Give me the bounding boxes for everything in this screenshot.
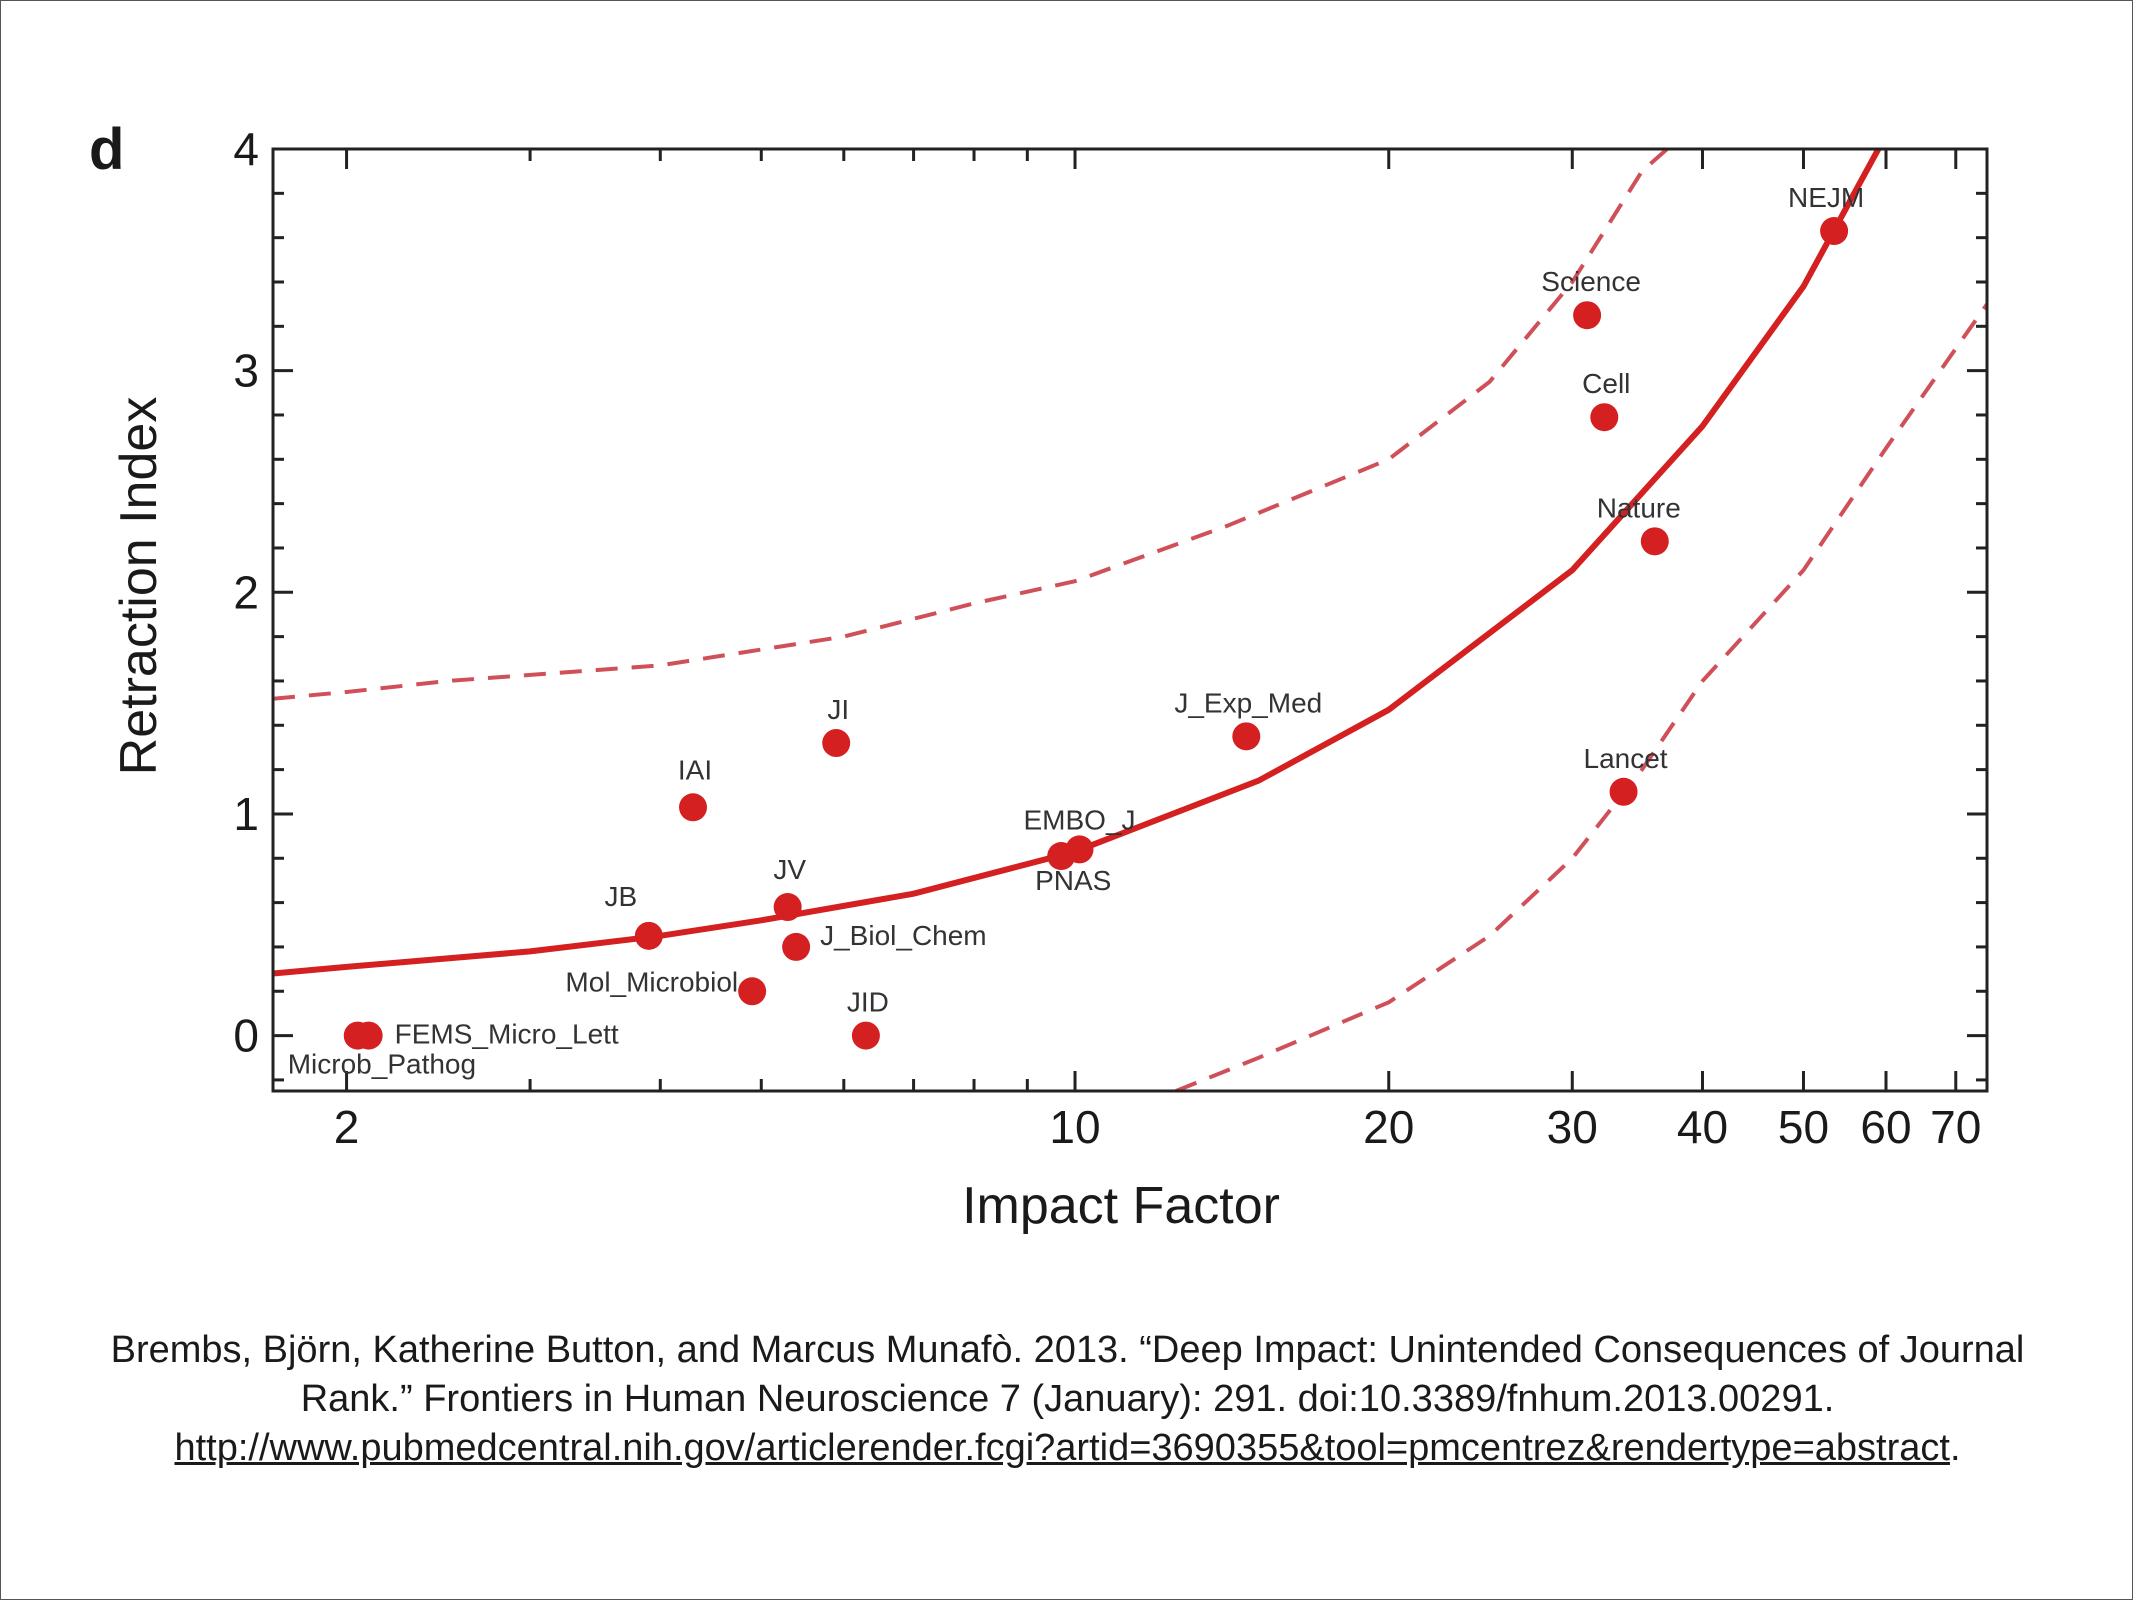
point-embo_j [1065,835,1094,864]
point-iai [679,793,708,822]
data-points [343,217,1849,1050]
citation-link[interactable]: http://www.pubmedcentral.nih.gov/article… [174,1427,1950,1469]
point-jv [773,893,802,922]
plot-frame [271,147,1989,1093]
x-tick-label-30: 30 [1547,1101,1598,1153]
x-tick-label-70: 70 [1930,1101,1981,1153]
point-nature [1640,527,1669,556]
confidence-bands [273,149,1987,1091]
x-tick-label-50: 50 [1778,1101,1829,1153]
y-tick-label-4: 4 [233,123,259,175]
x-tick-label-2: 2 [334,1101,360,1153]
citation-trailing: . [1949,1427,1961,1469]
point-jb [634,921,663,950]
x-tick-label-60: 60 [1860,1101,1911,1153]
point-label-lancet: Lancet [1584,743,1668,774]
x-tick-label-10: 10 [1049,1101,1100,1153]
point-nejm [1820,217,1849,246]
point-label-science: Science [1541,266,1641,297]
point-label-nejm: NEJM [1788,182,1864,213]
y-tick-label-0: 0 [233,1010,259,1062]
point-j_biol_chem [782,932,811,961]
point-lancet [1609,777,1638,806]
point-label-ji: JI [827,694,849,725]
point-label-cell: Cell [1582,368,1630,399]
point-label-pnas: PNAS [1035,865,1111,896]
y-axis-title: Retraction Index [110,397,168,776]
point-label-jv: JV [773,854,806,885]
point-jid [851,1021,880,1050]
x-tick-label-40: 40 [1677,1101,1728,1153]
tick-labels: 2 10 20 30 40 50 60 70 0 1 2 3 4 [233,123,1981,1153]
point-ji [822,729,851,758]
x-axis-title: Impact Factor [962,1177,1280,1235]
point-label-mol_microbiol: Mol_Microbiol [565,966,738,997]
x-tick-label-20: 20 [1363,1101,1414,1153]
lower-confidence-band [1175,303,1987,1091]
point-cell [1590,403,1619,432]
scatter-chart: d 2 10 20 30 40 50 60 70 0 1 2 3 4 Microb_PathogFEMS… [89,117,1989,1235]
axis-ticks [273,147,1987,1091]
point-label-j_biol_chem: J_Biol_Chem [820,920,987,951]
point-j_exp_med [1232,722,1261,751]
point-label-iai: IAI [678,754,712,785]
point-science [1573,301,1602,330]
point-label-microb_pathog: Microb_Pathog [288,1049,476,1080]
point-label-embo_j: EMBO_J [1024,804,1136,835]
upper-confidence-band [273,149,1669,701]
citation-text: Brembs, Björn, Katherine Button, and Mar… [110,1329,2025,1420]
panel-label: d [89,117,124,182]
point-mol_microbiol [738,977,767,1006]
point-label-j_exp_med: J_Exp_Med [1174,687,1322,718]
point-fems_micro_lett [354,1021,383,1050]
y-tick-label-3: 3 [233,345,259,397]
y-tick-label-1: 1 [233,788,259,840]
citation-caption: Brembs, Björn, Katherine Button, and Mar… [61,1326,2074,1473]
y-tick-label-2: 2 [233,566,259,618]
point-label-jid: JID [847,987,889,1018]
point-label-fems_micro_lett: FEMS_Micro_Lett [395,1019,619,1050]
point-label-nature: Nature [1597,492,1681,523]
point-label-jb: JB [604,881,637,912]
